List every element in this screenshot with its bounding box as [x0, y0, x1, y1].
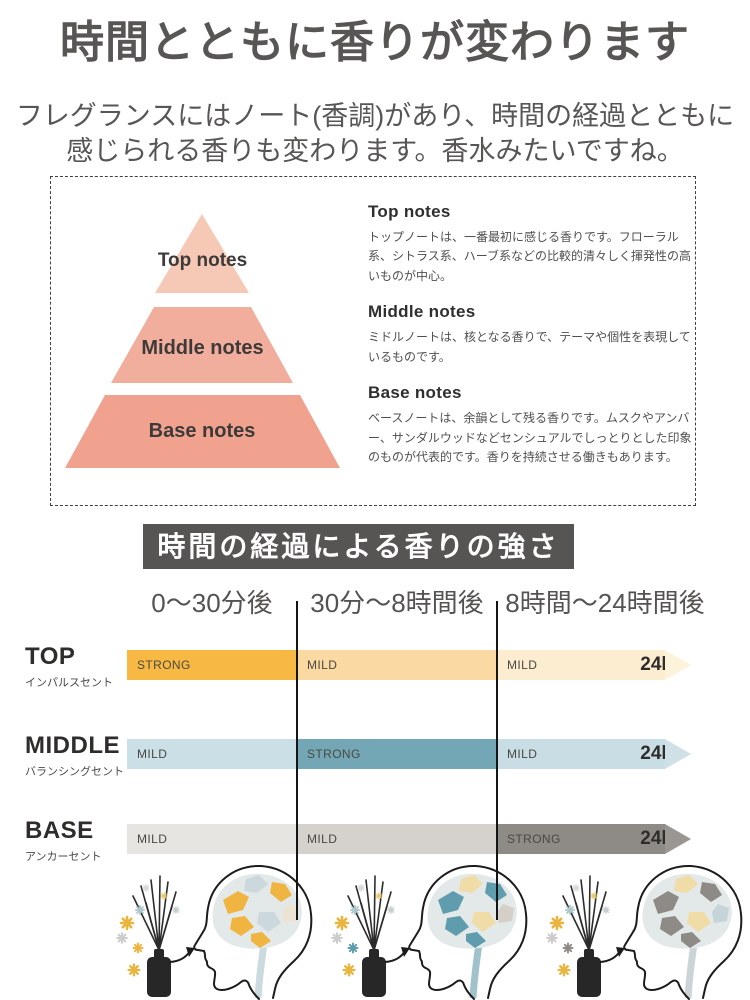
duration-label-24h: 24h — [640, 654, 673, 675]
diffuser-neck — [369, 949, 379, 959]
pyramid-base-level — [65, 395, 340, 468]
segment-label: STRONG — [307, 747, 361, 761]
row-label-base: BASE アンカーセント — [25, 817, 135, 864]
time-label-0-30min: 0〜30分後 — [151, 588, 273, 618]
bar-segment: MILD — [497, 650, 665, 680]
scent-arrow — [169, 950, 191, 963]
bar-segment: MILD — [497, 739, 665, 769]
segment-label: MILD — [307, 832, 338, 846]
note-heading-base: Base notes — [368, 383, 462, 403]
diffuser-head-illustration-top — [116, 864, 313, 1000]
scent-arrow — [384, 950, 406, 963]
brain-patches — [653, 875, 729, 948]
diffuser-head-illustration-middle — [331, 864, 528, 1000]
note-block-top: Top notes トップノートは、一番最初に感じる香りです。フローラル系、シト… — [368, 202, 698, 286]
row-name-middle: MIDDLE — [25, 732, 120, 759]
segment-label: MILD — [507, 747, 538, 761]
reed-sticks — [347, 875, 392, 951]
segment-label: STRONG — [137, 658, 191, 672]
subtitle-line-2: 感じられる香りも変わります。香水みたいですね。 — [66, 136, 684, 166]
head-back-outline — [690, 865, 743, 999]
note-heading-top: Top notes — [368, 202, 451, 221]
diffuser-neck — [154, 949, 164, 959]
row-subname-base: アンカーセント — [25, 851, 102, 863]
bar-segment: STRONG — [297, 739, 497, 769]
scent-arrowhead — [186, 947, 195, 957]
note-block-middle: Middle notes ミドルノートは、核となる香りで、テーマや個性を表現して… — [368, 302, 698, 367]
bar-segment: MILD — [127, 824, 297, 854]
row-name-top: TOP — [25, 643, 76, 670]
arrow-tip — [665, 824, 691, 854]
pyramid-label-middle: Middle notes — [141, 337, 264, 359]
row-subname-top: インパルスセント — [25, 677, 113, 689]
bar-segment: STRONG — [497, 824, 665, 854]
diffuser-head-illustration-base — [546, 864, 743, 1000]
arrow-tip — [665, 650, 691, 680]
page-subtitle: フレグランスにはノート(香調)があり、時間の経過とともに 感じられる香りも変わり… — [0, 99, 750, 169]
notes-overview-box — [50, 176, 696, 506]
head-back-outline — [260, 865, 313, 999]
page-title: 時間とともに香りが変わります — [60, 18, 690, 67]
pyramid-middle-level — [111, 307, 293, 383]
row-label-middle: MIDDLE バランシングセント — [25, 732, 135, 779]
head-profile-outline — [408, 864, 477, 1000]
notes-descriptions: Top notes トップノートは、一番最初に感じる香りです。フローラル系、シト… — [368, 202, 698, 484]
bar-segment: MILD — [297, 650, 497, 680]
note-body-base: ベースノートは、余韻として残る香りです。ムスクやアンバー、サンダルウッドなどセン… — [368, 411, 692, 465]
brain-patches — [223, 875, 299, 948]
strength-section-title: 時間の経過による香りの強さ — [143, 524, 574, 569]
duration-label-24h: 24h — [640, 828, 673, 849]
time-label-8h-24h: 8時間〜24時間後 — [505, 588, 705, 618]
bar-segment: MILD — [127, 739, 297, 769]
subtitle-line-1: フレグランスにはノート(香調)があり、時間の経過とともに — [15, 101, 735, 131]
note-body-top: トップノートは、一番最初に感じる香りです。フローラル系、シトラス系、ハーブ系など… — [368, 230, 692, 283]
duration-label-24h: 24h — [640, 743, 673, 764]
arrow-tip — [665, 739, 691, 769]
segment-label: STRONG — [507, 832, 561, 846]
strength-bar-top: STRONG MILD MILD 24h — [127, 650, 673, 680]
scent-arrow — [599, 950, 621, 963]
note-heading-middle: Middle notes — [368, 302, 476, 322]
brain-patches — [438, 875, 514, 948]
note-block-base: Base notes ベースノートは、余韻として残る香りです。ムスクやアンバー、… — [368, 383, 698, 467]
diffuser-bottle — [147, 957, 171, 997]
pyramid-top-level — [155, 214, 249, 293]
scent-arrowhead — [401, 947, 410, 957]
reed-sticks — [132, 875, 177, 951]
row-name-base: BASE — [25, 817, 94, 844]
bar-segment: STRONG — [127, 650, 297, 680]
fragrance-pyramid-diagram — [65, 214, 340, 468]
row-subname-middle: バランシングセント — [25, 766, 124, 778]
bar-segment: MILD — [297, 824, 497, 854]
pyramid-label-base: Base notes — [148, 420, 256, 442]
segment-label: MILD — [137, 832, 168, 846]
diffuser-neck — [584, 949, 594, 959]
timeline-divider-2 — [496, 601, 498, 920]
diffuser-bottle — [362, 957, 386, 997]
head-profile-outline — [623, 864, 692, 1000]
diffuser-bottle — [577, 957, 601, 997]
timeline-divider-1 — [296, 601, 298, 920]
head-back-outline — [475, 865, 528, 999]
segment-label: MILD — [307, 658, 338, 672]
pyramid-label-top: Top notes — [157, 250, 248, 271]
scent-arrowhead — [616, 947, 625, 957]
segment-label: MILD — [137, 747, 168, 761]
note-body-middle: ミドルノートは、核となる香りで、テーマや個性を表現しているものです。 — [368, 330, 691, 364]
strength-bar-middle: MILD STRONG MILD 24h — [127, 739, 673, 769]
reed-sticks — [562, 875, 607, 951]
strength-bar-base: MILD MILD STRONG 24h — [127, 824, 673, 854]
time-label-30min-8h: 30分〜8時間後 — [310, 588, 484, 618]
segment-label: MILD — [507, 658, 538, 672]
head-profile-outline — [193, 864, 262, 1000]
row-label-top: TOP インパルスセント — [25, 643, 135, 690]
